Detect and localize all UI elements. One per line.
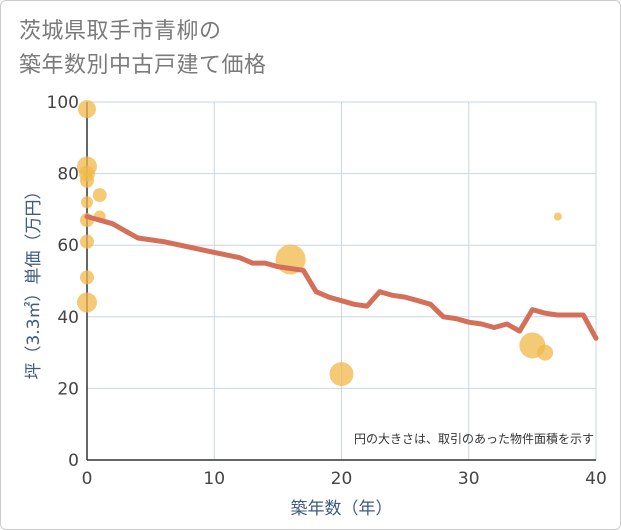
x-tick-label: 40 bbox=[585, 469, 607, 489]
scatter-point bbox=[78, 100, 96, 119]
y-tick-label: 0 bbox=[68, 451, 79, 471]
scatter-point bbox=[92, 188, 107, 203]
title-line-1: 茨城県取手市青柳の bbox=[19, 19, 222, 44]
y-tick-label: 60 bbox=[57, 236, 79, 256]
y-tick-label: 40 bbox=[57, 308, 79, 328]
y-axis-label: 坪（3.3㎡）単価（万円） bbox=[24, 182, 44, 379]
grid bbox=[86, 101, 597, 461]
scatter-point bbox=[537, 344, 554, 361]
tick-labels: 0 10 20 30 40 0 20 40 60 80 100 bbox=[47, 93, 607, 489]
x-axis-label: 築年数（年） bbox=[291, 499, 393, 519]
size-note: 円の大きさは、取引のあった物件面積を示す bbox=[354, 431, 594, 446]
scatter-point bbox=[553, 212, 562, 221]
scatter-point bbox=[81, 196, 93, 209]
line-series bbox=[84, 214, 599, 341]
x-tick-label: 0 bbox=[82, 469, 93, 489]
x-tick-label: 30 bbox=[458, 469, 480, 489]
scatter-point bbox=[77, 292, 97, 313]
scatter-point bbox=[329, 362, 354, 387]
x-tick-label: 10 bbox=[203, 469, 225, 489]
title-line-2: 築年数別中古戸建て価格 bbox=[19, 53, 267, 78]
x-tick-label: 20 bbox=[331, 469, 353, 489]
scatter-point bbox=[80, 234, 94, 249]
chart-title: 茨城県取手市青柳の 築年数別中古戸建て価格 bbox=[19, 15, 267, 83]
y-tick-label: 80 bbox=[57, 165, 79, 185]
scatter-point bbox=[80, 173, 94, 188]
bubbles bbox=[77, 100, 562, 387]
y-tick-label: 100 bbox=[47, 93, 79, 113]
average-price-line bbox=[84, 214, 599, 341]
y-tick-label: 20 bbox=[57, 379, 79, 399]
scatter-point bbox=[80, 270, 94, 285]
